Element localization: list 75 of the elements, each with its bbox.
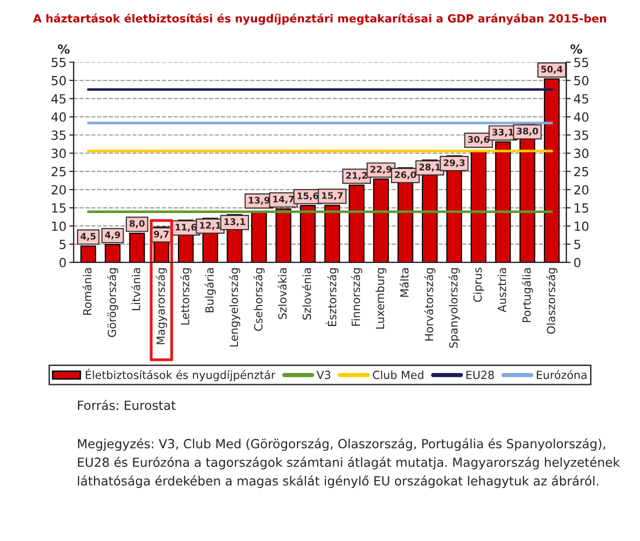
x-tick-label: Horvátország bbox=[424, 268, 436, 340]
y2-tick-label: 10 bbox=[574, 221, 588, 231]
y-tick-label: 0 bbox=[60, 258, 66, 268]
data-label: 13,1 bbox=[224, 218, 246, 226]
x-tick-label: Szlovákia bbox=[278, 268, 287, 319]
y2-tick-label: 55 bbox=[574, 58, 588, 68]
chart-title: A háztartások életbiztosítási és nyugdíjpénztári megtakarításai a GDP arányában 2015-ben bbox=[33, 14, 606, 25]
data-label: 15,7 bbox=[322, 192, 343, 200]
x-tick-label: Lengyelország bbox=[229, 268, 240, 346]
y-tick-label: 55 bbox=[52, 58, 66, 68]
y2-tick-label: 15 bbox=[574, 203, 588, 213]
y-tick-label: 35 bbox=[52, 130, 66, 140]
data-label: 30,6 bbox=[468, 136, 490, 144]
x-tick-label: Szlovénia bbox=[302, 268, 312, 320]
y2-tick-label: 50 bbox=[574, 76, 588, 86]
y-tick-label: 10 bbox=[52, 221, 66, 231]
x-tick-label: Románia bbox=[82, 268, 92, 315]
x-tick-label: Ausztria bbox=[498, 268, 506, 312]
y2-tick-label: 30 bbox=[574, 148, 588, 158]
y2-tick-label: 5 bbox=[574, 240, 580, 250]
legend-label: V3 bbox=[316, 370, 330, 380]
x-tick-label: Finnország bbox=[350, 268, 362, 326]
data-label: 8,0 bbox=[130, 220, 145, 228]
x-tick-label: Ciprus bbox=[473, 268, 484, 302]
x-tick-label: Magyarország bbox=[156, 268, 168, 344]
y-tick-label: 15 bbox=[52, 203, 66, 213]
y-tick-label: 30 bbox=[52, 148, 66, 158]
data-label: 21,2 bbox=[346, 172, 367, 180]
legend-label: Életbiztosítások és nyugdíjpénztár bbox=[86, 368, 276, 382]
y2-tick-label: 35 bbox=[574, 130, 588, 140]
y2-tick-label: 0 bbox=[574, 258, 580, 268]
data-label: 26,0 bbox=[394, 171, 416, 180]
data-label: 4,9 bbox=[105, 231, 120, 240]
data-label: 13,9 bbox=[248, 196, 270, 205]
x-tick-label: Litvánia bbox=[131, 268, 140, 310]
data-label: 9,7 bbox=[154, 230, 169, 239]
legend-label: Eurózóna bbox=[536, 370, 586, 380]
x-tick-label: Spanyolország bbox=[448, 268, 460, 348]
x-tick-label: Olaszország bbox=[546, 268, 558, 334]
data-label: 12,1 bbox=[200, 222, 221, 230]
x-tick-label: Luxemburg bbox=[376, 268, 386, 329]
y2-tick-label: 45 bbox=[574, 94, 588, 104]
bar bbox=[251, 211, 267, 262]
data-label: 4,5 bbox=[80, 232, 96, 241]
y-tick-label: 25 bbox=[52, 166, 66, 176]
x-tick-label: Csehország bbox=[253, 268, 265, 331]
data-label: 28,1 bbox=[419, 164, 440, 172]
data-label: 33,1 bbox=[492, 128, 514, 137]
data-label: 14,7 bbox=[273, 196, 294, 204]
bar bbox=[470, 150, 486, 262]
y2-tick-label: 20 bbox=[574, 185, 588, 195]
x-tick-label: Málta bbox=[400, 268, 409, 297]
x-tick-label: Görögország bbox=[107, 268, 118, 338]
data-label: 38,0 bbox=[516, 128, 538, 136]
y-axis-title: % bbox=[58, 44, 70, 54]
data-label: 11,6 bbox=[176, 224, 196, 232]
x-tick-label: Észtország bbox=[326, 268, 338, 326]
y-tick-label: 5 bbox=[60, 240, 66, 250]
text: Megjegyzés: V3, Club Med (Görögország, Olaszország, Portugália és Spanyolország), EU28 és Eurózóna a tagországok számtani átlagát mutatja. Magyarország helyzetének láthatósága érdekében a magas skálát igénylő EU országokat lehagytuk az ábráról. bbox=[78, 438, 620, 488]
legend-label: EU28 bbox=[466, 370, 494, 380]
legend-label: Club Med bbox=[372, 370, 424, 380]
y2-tick-label: 40 bbox=[574, 112, 588, 122]
data-label: 29,3 bbox=[444, 159, 465, 168]
y2-axis-title: % bbox=[570, 44, 582, 54]
y-tick-label: 20 bbox=[52, 185, 66, 195]
data-label: 15,6 bbox=[298, 192, 318, 200]
text: Forrás: Eurostat bbox=[78, 400, 176, 410]
y2-tick-label: 25 bbox=[574, 166, 588, 176]
x-tick-label: Lettország bbox=[180, 268, 192, 325]
y-tick-label: 45 bbox=[51, 94, 66, 104]
y-tick-label: 40 bbox=[51, 112, 66, 122]
x-tick-label: Bulgária bbox=[204, 268, 216, 312]
y-tick-label: 50 bbox=[52, 76, 66, 86]
data-label: 50,4 bbox=[541, 66, 562, 74]
x-tick-label: Portugália bbox=[522, 268, 533, 322]
